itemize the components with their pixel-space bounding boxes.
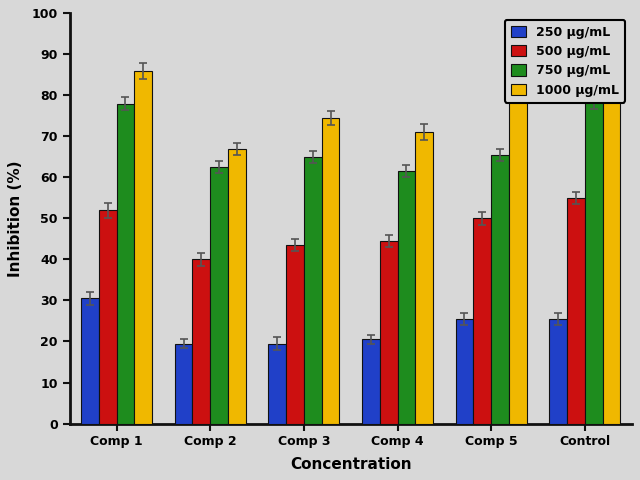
Bar — [415, 132, 433, 423]
Bar — [268, 344, 286, 423]
Y-axis label: Inhibition (%): Inhibition (%) — [8, 160, 23, 276]
Bar — [474, 218, 491, 423]
Bar — [134, 71, 152, 423]
Bar — [322, 118, 339, 423]
Bar — [116, 104, 134, 423]
Bar — [99, 210, 116, 423]
Bar — [585, 102, 603, 423]
Bar — [603, 52, 620, 423]
Bar — [193, 260, 210, 423]
Bar — [397, 171, 415, 423]
Bar — [304, 157, 322, 423]
Bar — [175, 344, 193, 423]
Bar — [380, 241, 397, 423]
X-axis label: Concentration: Concentration — [290, 456, 412, 472]
Bar — [81, 299, 99, 423]
Bar — [491, 155, 509, 423]
Legend: 250 μg/mL, 500 μg/mL, 750 μg/mL, 1000 μg/mL: 250 μg/mL, 500 μg/mL, 750 μg/mL, 1000 μg… — [505, 20, 625, 103]
Bar — [456, 319, 474, 423]
Bar — [509, 75, 527, 423]
Bar — [362, 339, 380, 423]
Bar — [210, 167, 228, 423]
Bar — [228, 149, 246, 423]
Bar — [286, 245, 304, 423]
Bar — [549, 319, 567, 423]
Bar — [567, 198, 585, 423]
